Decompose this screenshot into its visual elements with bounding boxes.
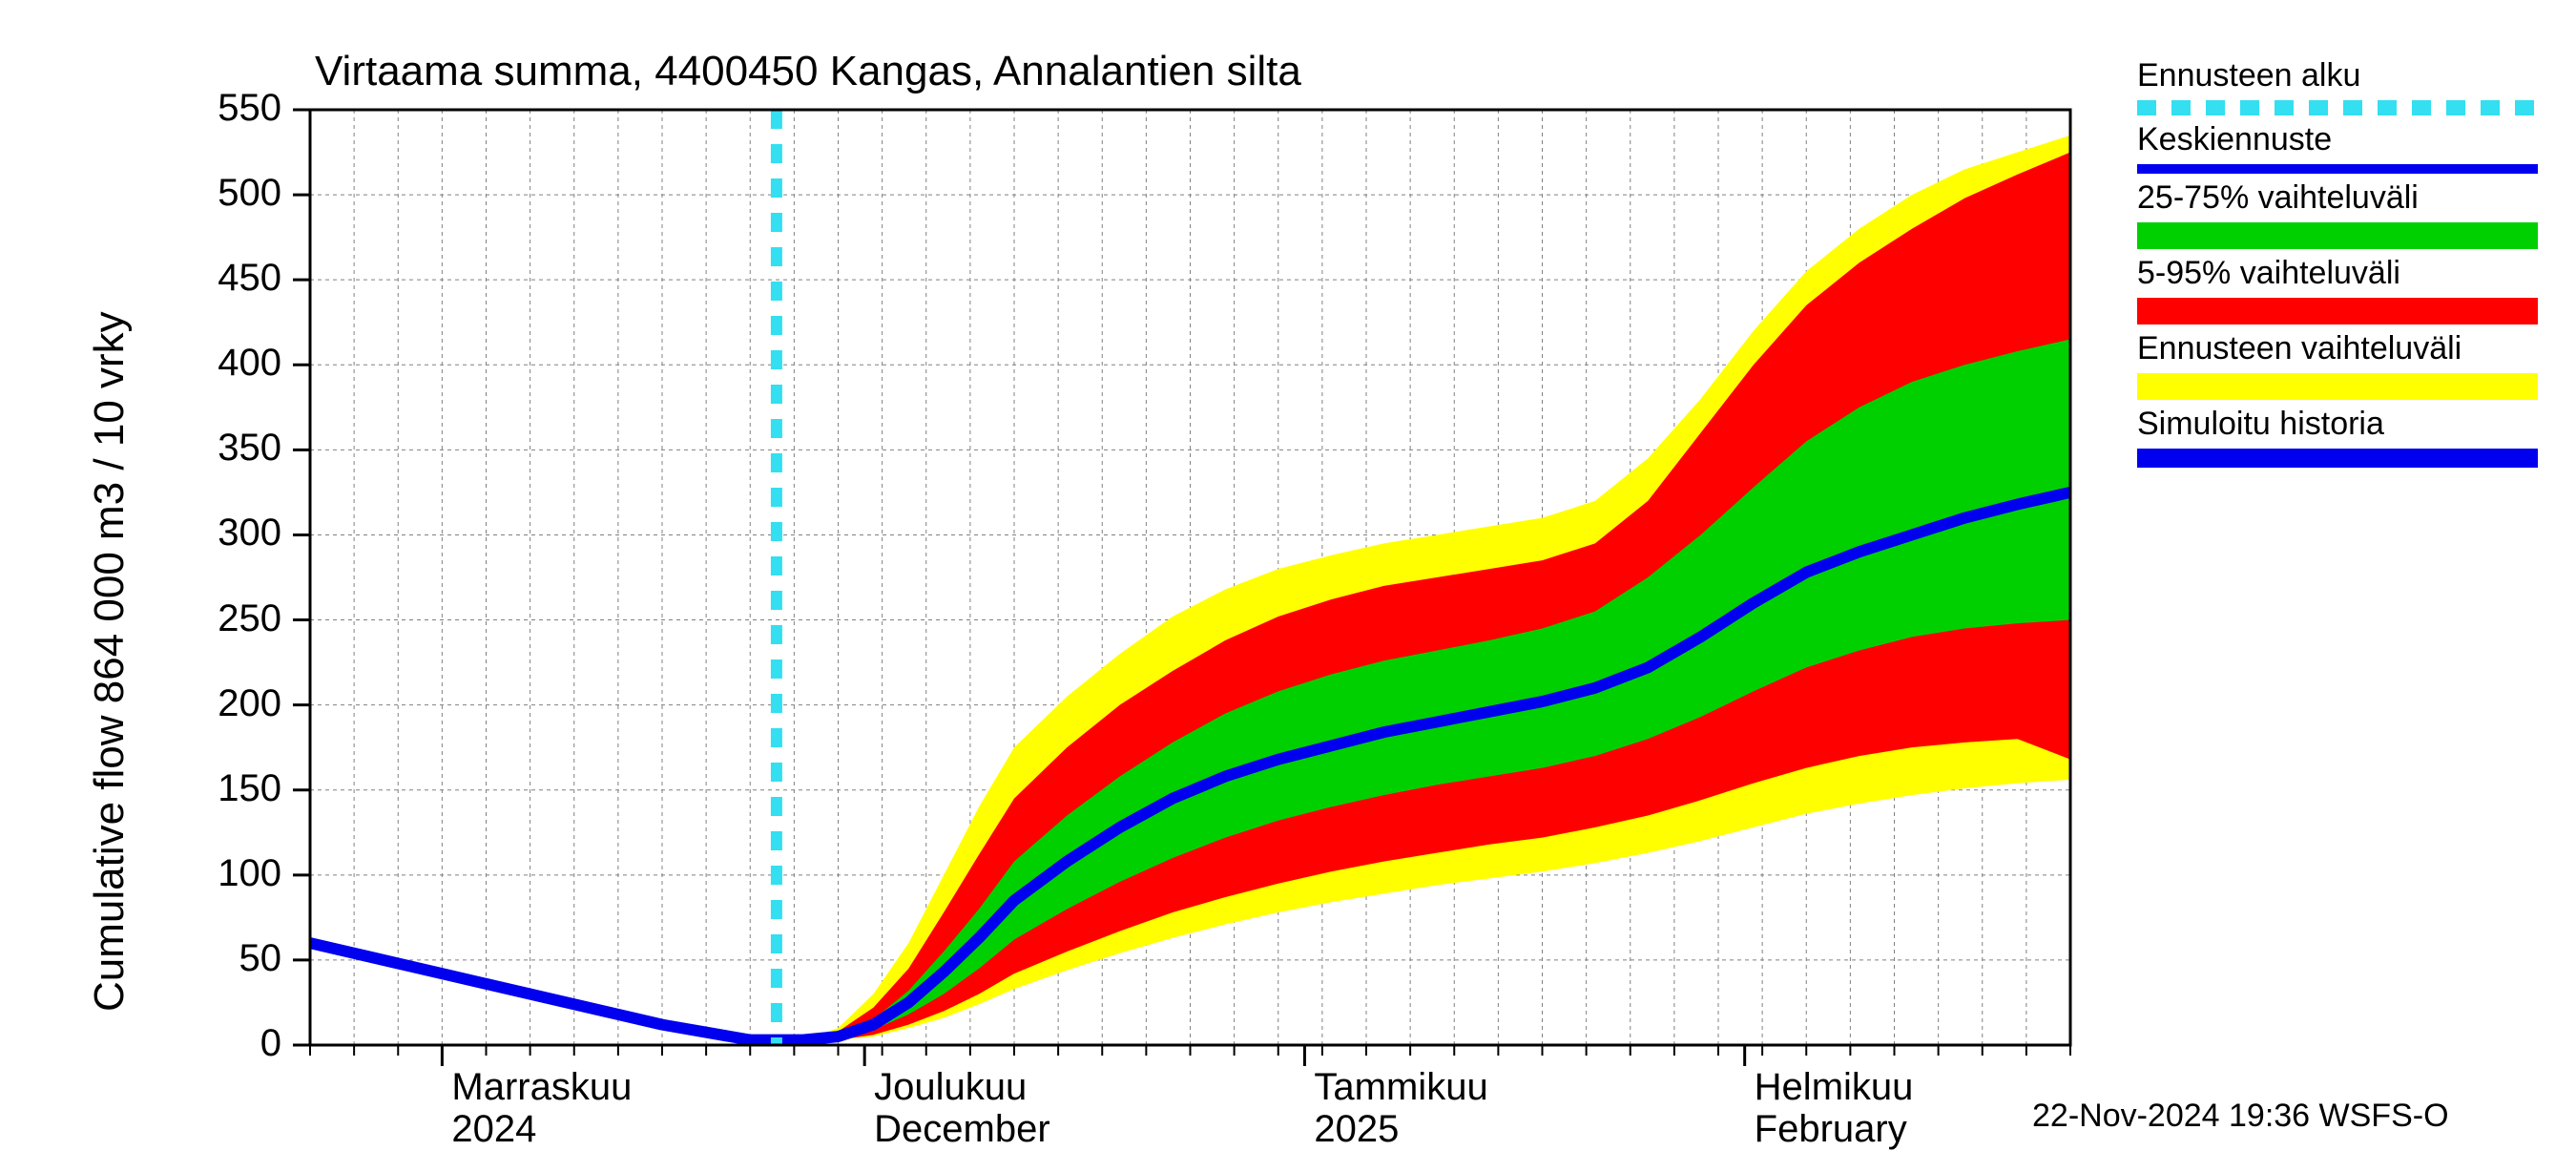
legend-swatch bbox=[2137, 449, 2538, 468]
legend-swatch bbox=[2137, 373, 2538, 400]
legend-label: Keskiennuste bbox=[2137, 121, 2538, 158]
x-tick-label: Marraskuu bbox=[451, 1066, 632, 1109]
y-tick-label: 400 bbox=[186, 342, 281, 385]
legend: Ennusteen alku Keskiennuste 25-75% vaihtel… bbox=[2137, 57, 2538, 473]
footer-timestamp: 22-Nov-2024 19:36 WSFS-O bbox=[2032, 1098, 2449, 1135]
legend-item: Ennusteen alku bbox=[2137, 57, 2538, 115]
x-tick-label: February bbox=[1755, 1108, 1907, 1151]
chart-title: Virtaama summa, 4400450 Kangas, Annalant… bbox=[315, 48, 1301, 95]
legend-label: Ennusteen vaihteluväli bbox=[2137, 330, 2538, 367]
legend-swatch bbox=[2137, 100, 2538, 115]
y-axis-label: Cumulative flow 864 000 m3 / 10 vrky bbox=[86, 311, 134, 1012]
legend-label: Simuloitu historia bbox=[2137, 406, 2538, 443]
y-tick-label: 200 bbox=[186, 682, 281, 725]
x-tick-label: Joulukuu bbox=[874, 1066, 1027, 1109]
x-tick-label: 2024 bbox=[451, 1108, 536, 1151]
legend-item: 25-75% vaihteluväli bbox=[2137, 179, 2538, 249]
legend-swatch bbox=[2137, 164, 2538, 174]
y-tick-label: 50 bbox=[186, 937, 281, 980]
legend-item: Simuloitu historia bbox=[2137, 406, 2538, 468]
x-tick-label: December bbox=[874, 1108, 1050, 1151]
x-tick-label: Helmikuu bbox=[1755, 1066, 1914, 1109]
x-tick-label: 2025 bbox=[1314, 1108, 1399, 1151]
y-tick-label: 100 bbox=[186, 852, 281, 895]
legend-label: Ennusteen alku bbox=[2137, 57, 2538, 94]
legend-item: 5-95% vaihteluväli bbox=[2137, 255, 2538, 324]
y-tick-label: 500 bbox=[186, 172, 281, 215]
legend-label: 5-95% vaihteluväli bbox=[2137, 255, 2538, 292]
y-tick-label: 150 bbox=[186, 767, 281, 810]
legend-swatch bbox=[2137, 222, 2538, 249]
legend-swatch bbox=[2137, 298, 2538, 324]
legend-label: 25-75% vaihteluväli bbox=[2137, 179, 2538, 217]
y-tick-label: 250 bbox=[186, 597, 281, 640]
legend-item: Keskiennuste bbox=[2137, 121, 2538, 174]
y-tick-label: 450 bbox=[186, 257, 281, 300]
y-tick-label: 0 bbox=[186, 1022, 281, 1065]
legend-item: Ennusteen vaihteluväli bbox=[2137, 330, 2538, 400]
x-tick-label: Tammikuu bbox=[1314, 1066, 1487, 1109]
y-tick-label: 350 bbox=[186, 427, 281, 470]
y-tick-label: 300 bbox=[186, 512, 281, 555]
y-tick-label: 550 bbox=[186, 87, 281, 130]
